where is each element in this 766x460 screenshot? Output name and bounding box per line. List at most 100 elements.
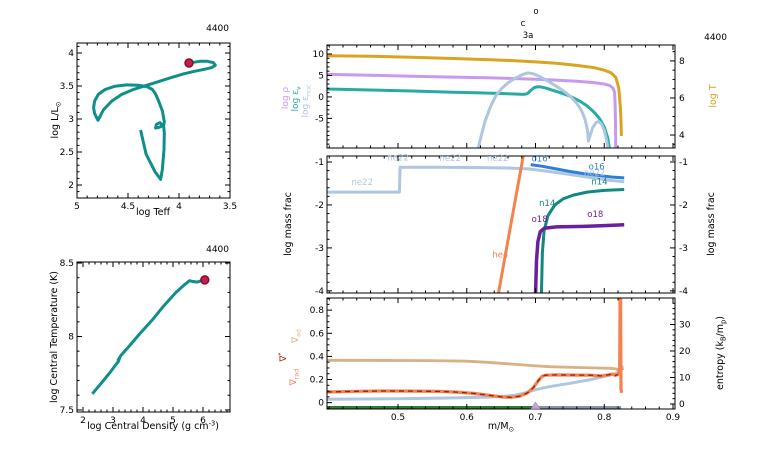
series-ne22 bbox=[327, 165, 625, 194]
y2-tick-label: -4 bbox=[679, 287, 688, 297]
profile-panel-gradients-ticks bbox=[327, 297, 675, 409]
y-axis-title-grad-ad: ∇ad bbox=[291, 329, 303, 344]
curve-label-o18: o18 bbox=[532, 215, 548, 225]
series-evolution-track bbox=[92, 59, 217, 181]
y-tick-label: 2.5 bbox=[60, 148, 74, 158]
x-axis-title: log Teff bbox=[136, 207, 171, 218]
profile-panel-gradients-frame bbox=[326, 297, 676, 410]
y2-tick-label: -3 bbox=[679, 244, 688, 254]
y-axis-title: log L/L⊙ bbox=[50, 102, 63, 139]
x-tick-label: 0.5 bbox=[391, 413, 405, 423]
series-o18 bbox=[533, 222, 625, 293]
y-tick-label: 0.8 bbox=[310, 306, 325, 316]
profile-panel-abundances-ticks bbox=[327, 156, 675, 293]
series-log-rho bbox=[327, 72, 618, 148]
x-tick-label: 4 bbox=[176, 202, 182, 212]
burn-label-c: c bbox=[521, 19, 526, 29]
curve-label-n14: n14 bbox=[539, 199, 555, 209]
series-grad-rad bbox=[327, 298, 624, 399]
y-axis-title-grad-rad: ∇rad bbox=[289, 369, 301, 386]
y2-tick-label: 6 bbox=[679, 94, 685, 104]
mixing-boundary-marker bbox=[530, 401, 541, 410]
y2-tick-label: 10 bbox=[679, 373, 691, 383]
model-number: 4400 bbox=[206, 24, 229, 34]
y2-tick-label: -1 bbox=[679, 158, 688, 168]
series-log-eps-nuc bbox=[476, 71, 610, 148]
curve-label-ne22: ne22 bbox=[387, 153, 408, 163]
y2-tick-label: 30 bbox=[679, 320, 691, 330]
y-axis-title: log mass frac bbox=[283, 192, 294, 256]
x-tick-label: 6 bbox=[200, 416, 206, 426]
current-model-marker bbox=[200, 275, 210, 285]
y-tick-label: 4 bbox=[68, 49, 74, 59]
curve-label-o16: o16 bbox=[589, 163, 605, 173]
curve-label-he4: he4 bbox=[492, 250, 508, 260]
x-tick-label: 3.5 bbox=[223, 202, 237, 212]
series-log-eps-nu bbox=[327, 85, 611, 148]
y-tick-label: -5 bbox=[315, 114, 324, 124]
y-tick-label: 3.5 bbox=[60, 82, 74, 92]
profile-panel-gradients: 0.5 0.6 0.7 0.8 0.9 0 0.2 0.4 0.6 0.8 0 10 20 30 ∇ad∇*… bbox=[278, 297, 728, 434]
y-tick-label: 5 bbox=[318, 71, 324, 81]
curve-label-o18: o18 bbox=[587, 210, 603, 220]
curve-label-ne22: ne22 bbox=[352, 178, 373, 188]
y-tick-label: -2 bbox=[315, 201, 324, 211]
curve-label-ne22: ne22 bbox=[440, 154, 461, 164]
y-tick-label: 8 bbox=[68, 332, 74, 342]
burn-label-o: o bbox=[533, 7, 538, 17]
y-tick-label: 0 bbox=[318, 399, 324, 409]
x-tick-label: 5 bbox=[74, 202, 80, 212]
x-tick-label: 3 bbox=[110, 416, 116, 426]
x-tick-label: 0.8 bbox=[597, 413, 612, 423]
x-tick-label: 0.6 bbox=[460, 413, 475, 423]
profile-panel-structure-series bbox=[327, 54, 623, 148]
series-n14 bbox=[539, 188, 625, 293]
x-axis-title: log Central Density (g cm-3) bbox=[87, 420, 219, 433]
x-tick-label: 2 bbox=[80, 416, 86, 426]
central-t-rho: 2 3 4 5 6 7.5 8 8.5 4400 log Central Density (g c… bbox=[49, 245, 231, 433]
model-number: 4400 bbox=[206, 245, 229, 255]
y-tick-label: 2 bbox=[68, 181, 74, 191]
profile-panel-structure-ticks bbox=[327, 44, 675, 148]
x-tick-label: 0.7 bbox=[528, 413, 542, 423]
profile-panel-abundances-series bbox=[327, 156, 625, 293]
y-tick-label: 8.5 bbox=[60, 259, 74, 269]
y-axis-title: log Central Temperature (K) bbox=[49, 271, 60, 403]
profile-panel-gradients-series bbox=[327, 298, 625, 409]
curve-label-n14: n14 bbox=[591, 177, 607, 187]
x-tick-label: 0.9 bbox=[666, 413, 681, 423]
y2-tick-label: 4 bbox=[679, 131, 685, 141]
model-number: 4400 bbox=[704, 33, 727, 43]
central-t-rho-frame bbox=[76, 261, 231, 413]
curve-label-o16: o16 bbox=[532, 155, 548, 165]
hr-diagram-series bbox=[92, 59, 217, 181]
series-he4 bbox=[496, 156, 525, 293]
x-tick-label: 4 bbox=[140, 416, 146, 426]
y2-axis-title: log T bbox=[708, 84, 719, 108]
y2-tick-label: 8 bbox=[679, 57, 685, 67]
y-axis-title-log-eps-nu: log εν bbox=[291, 86, 303, 111]
y-tick-label: -3 bbox=[315, 244, 324, 254]
hr-diagram-frame bbox=[76, 42, 231, 199]
central-t-rho-ticks bbox=[76, 262, 230, 412]
y-tick-label: -1 bbox=[315, 158, 324, 168]
series-grad-actual bbox=[327, 373, 619, 398]
hr-diagram-ticks bbox=[76, 43, 231, 198]
y-tick-label: 3 bbox=[68, 115, 74, 125]
x-axis-title: m/M⊙ bbox=[488, 421, 514, 434]
y-tick-label: -4 bbox=[315, 287, 324, 297]
series-tc-rhoc-track bbox=[91, 277, 209, 395]
y2-axis-title: entropy (kB/mp) bbox=[715, 316, 728, 390]
y2-tick-label: 0 bbox=[679, 400, 685, 410]
y-tick-label: 0.2 bbox=[310, 376, 324, 386]
y-axis-title-log-rho: log ρ bbox=[281, 87, 291, 110]
series-grad-ad bbox=[327, 358, 625, 373]
series-o16 bbox=[530, 163, 625, 180]
y-axis-title-log-eps-nuc: log εnuc bbox=[301, 84, 313, 117]
x-tick-label: 5 bbox=[170, 416, 176, 426]
y2-axis-title: log mass frac bbox=[706, 192, 717, 256]
